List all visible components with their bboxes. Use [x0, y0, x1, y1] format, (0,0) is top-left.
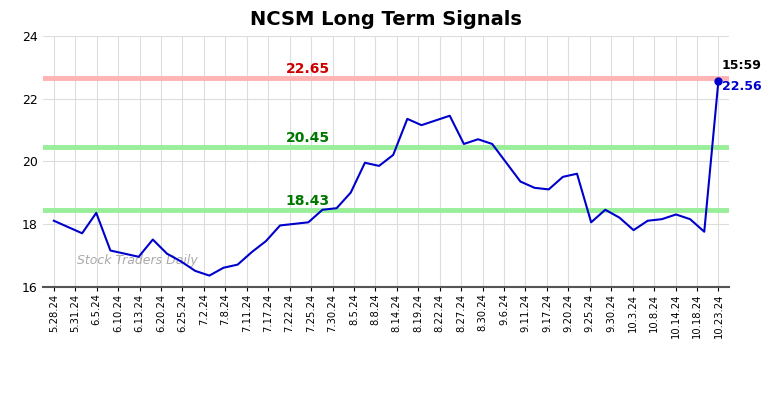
Text: 20.45: 20.45	[285, 131, 330, 144]
Text: 18.43: 18.43	[285, 194, 330, 208]
Text: 22.56: 22.56	[721, 80, 761, 93]
Title: NCSM Long Term Signals: NCSM Long Term Signals	[250, 10, 522, 29]
Text: 22.65: 22.65	[285, 62, 330, 76]
Text: Stock Traders Daily: Stock Traders Daily	[78, 254, 198, 267]
Text: 15:59: 15:59	[721, 59, 761, 72]
